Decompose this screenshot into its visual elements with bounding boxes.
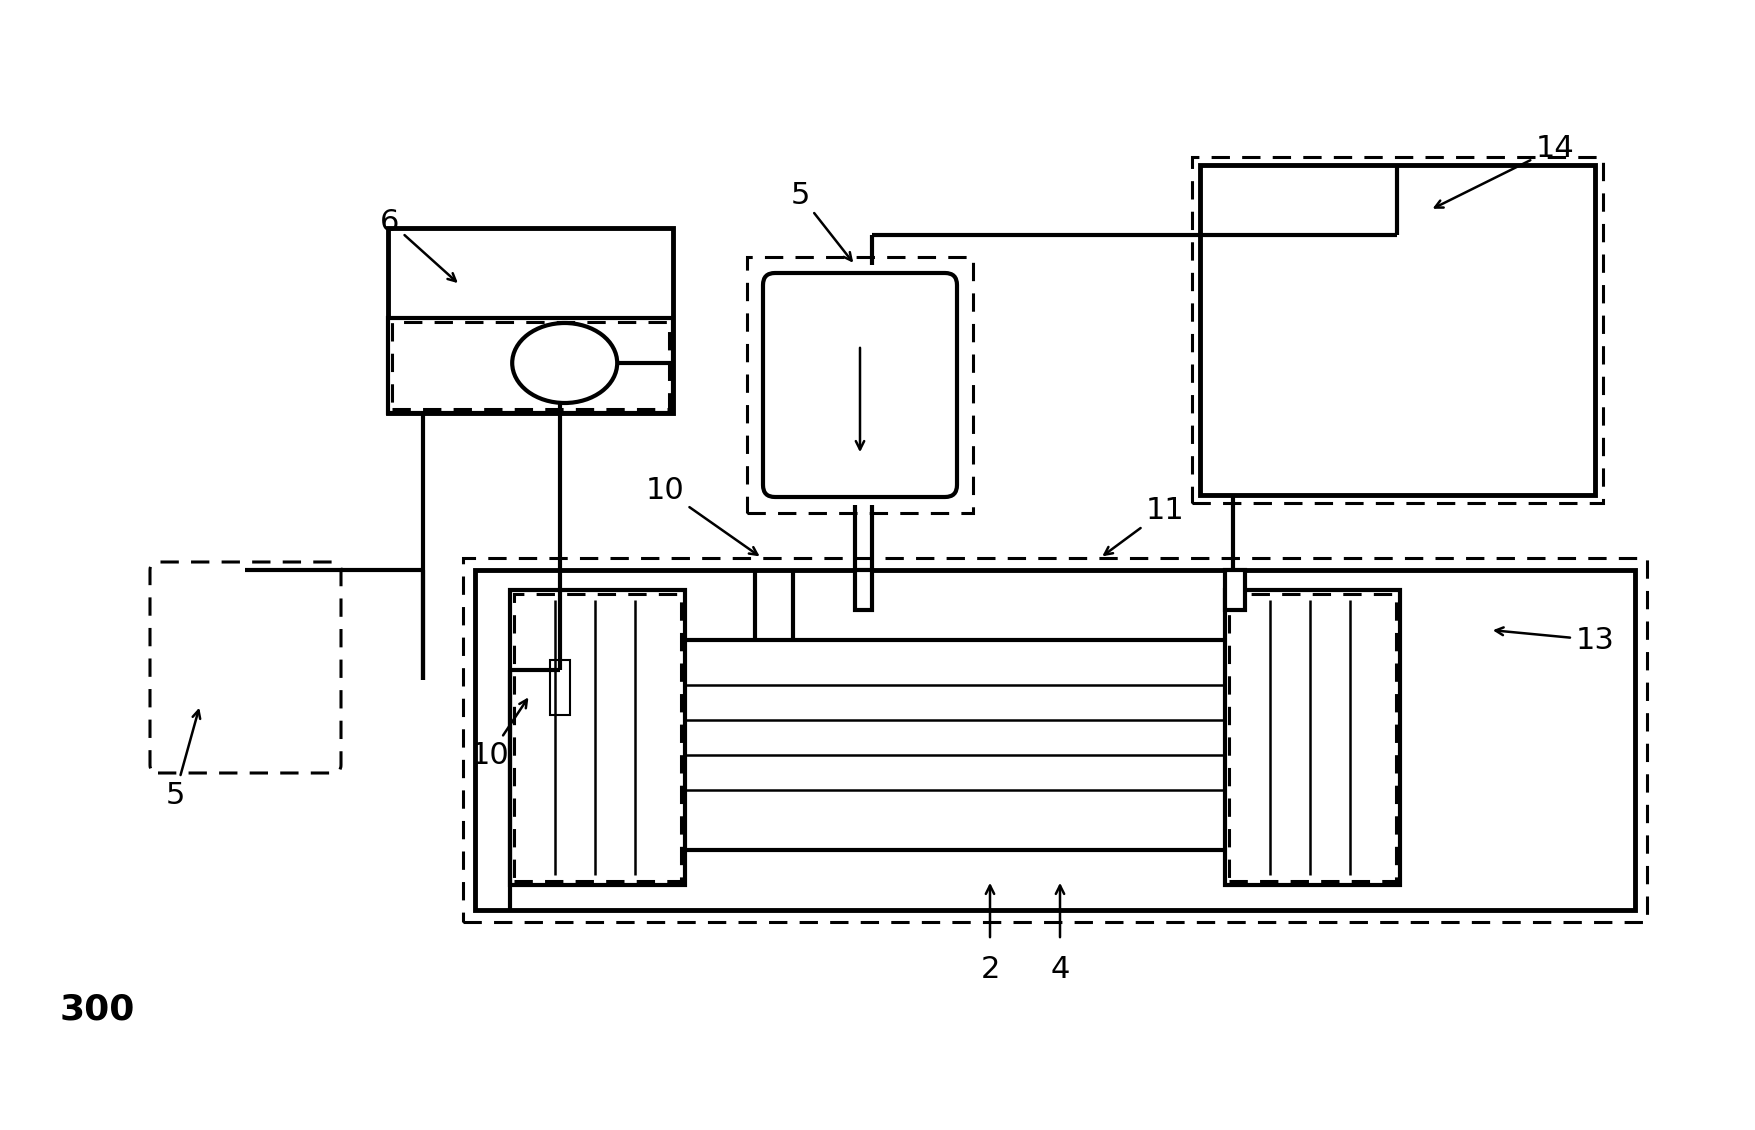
Bar [1228,594,1395,881]
Ellipse shape [512,323,616,403]
Text: 5: 5 [165,711,200,809]
Text: 11: 11 [1104,495,1183,555]
Text: 13: 13 [1495,626,1613,654]
Bar [1192,157,1602,503]
Bar [509,590,684,885]
Bar [476,570,1634,910]
Text: 10: 10 [470,699,526,770]
Text: 10: 10 [646,476,756,555]
Bar [1199,165,1594,495]
Text: 14: 14 [1434,133,1574,208]
Bar [388,318,672,412]
Text: 300: 300 [60,993,135,1027]
Text: 2: 2 [979,956,999,984]
Bar [1225,570,1244,610]
Bar [391,322,669,409]
Bar [746,257,972,513]
Text: 6: 6 [381,208,456,281]
Text: 4: 4 [1049,956,1069,984]
FancyBboxPatch shape [763,273,956,497]
Bar [388,228,672,412]
Bar [463,558,1646,922]
Text: 5: 5 [790,181,851,261]
Bar [1225,590,1399,885]
Bar [855,570,872,610]
FancyBboxPatch shape [149,562,340,773]
Bar [549,660,570,715]
Bar [514,594,681,881]
